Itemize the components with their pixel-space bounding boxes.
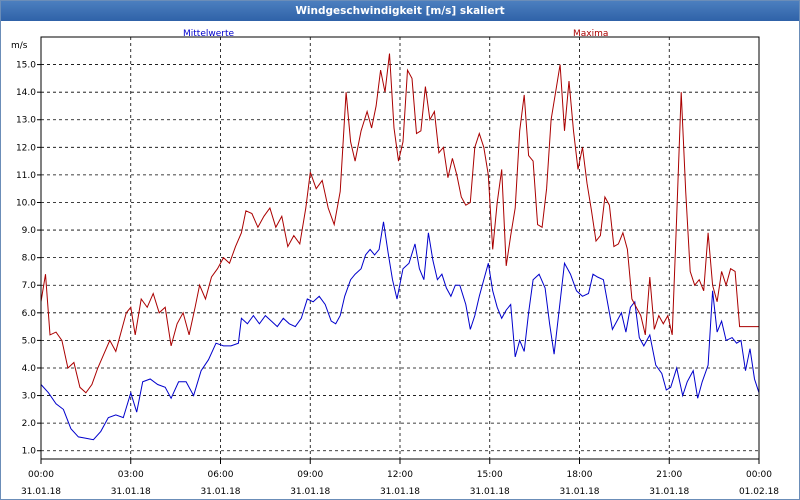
x-tick-time: 18:00 [567,470,593,480]
y-tick-label: 12.0 [16,143,36,153]
x-tick-time: 09:00 [297,470,323,480]
x-tick-time: 12:00 [387,470,413,480]
x-tick-date: 31.01.18 [380,487,420,497]
x-tick-date: 01.02.18 [739,487,779,497]
y-tick-label: 5.0 [22,336,37,346]
series-line-mittelwerte [40,221,760,441]
y-tick-label: 7.0 [22,281,37,291]
wind-speed-chart: 1.0 2.0 3.0 4.0 5.0 6.0 7.0 8.0 9.0 10.0 11.0 12.0 1… [11,29,779,497]
x-tick-time: 06:00 [208,470,234,480]
x-tick-date: 31.01.18 [559,487,599,497]
y-tick-label: 14.0 [16,88,36,98]
x-tick-date: 31.01.18 [21,487,61,497]
x-tick-date: 31.01.18 [290,487,330,497]
grid-lines [41,37,759,459]
axes: 1.0 2.0 3.0 4.0 5.0 6.0 7.0 8.0 9.0 10.0 11.0 12.0 1… [16,36,779,497]
y-axis-label: m/s [11,41,28,51]
y-tick-label: 13.0 [16,116,36,126]
y-tick-label: 2.0 [22,419,37,429]
x-tick-date: 31.01.18 [111,487,151,497]
x-tick-date: 31.01.18 [649,487,689,497]
x-tick-time: 15:00 [477,470,503,480]
y-tick-label: 3.0 [22,392,37,402]
x-tick-time: 03:00 [118,470,144,480]
series-layer [40,53,760,441]
plot-frame [40,36,760,460]
x-tick-time: 21:00 [656,470,682,480]
x-tick-date: 31.01.18 [470,487,510,497]
x-tick-time: 00:00 [28,470,54,480]
x-tick-date: 31.01.18 [200,487,240,497]
y-tick-label: 8.0 [22,254,37,264]
legend-max: Maxima [573,29,608,39]
y-tick-label: 11.0 [16,171,36,181]
series-line-maxima [40,53,759,394]
y-tick-label: 4.0 [22,364,37,374]
y-tick-label: 6.0 [22,309,37,319]
legend-mean: Mittelwerte [183,29,234,39]
y-tick-label: 9.0 [22,226,37,236]
x-tick-time: 00:00 [746,470,772,480]
window-title: Windgeschwindigkeit [m/s] skaliert [1,1,799,21]
y-tick-label: 15.0 [16,61,36,71]
y-tick-label: 1.0 [22,447,37,457]
y-tick-label: 10.0 [16,198,36,208]
